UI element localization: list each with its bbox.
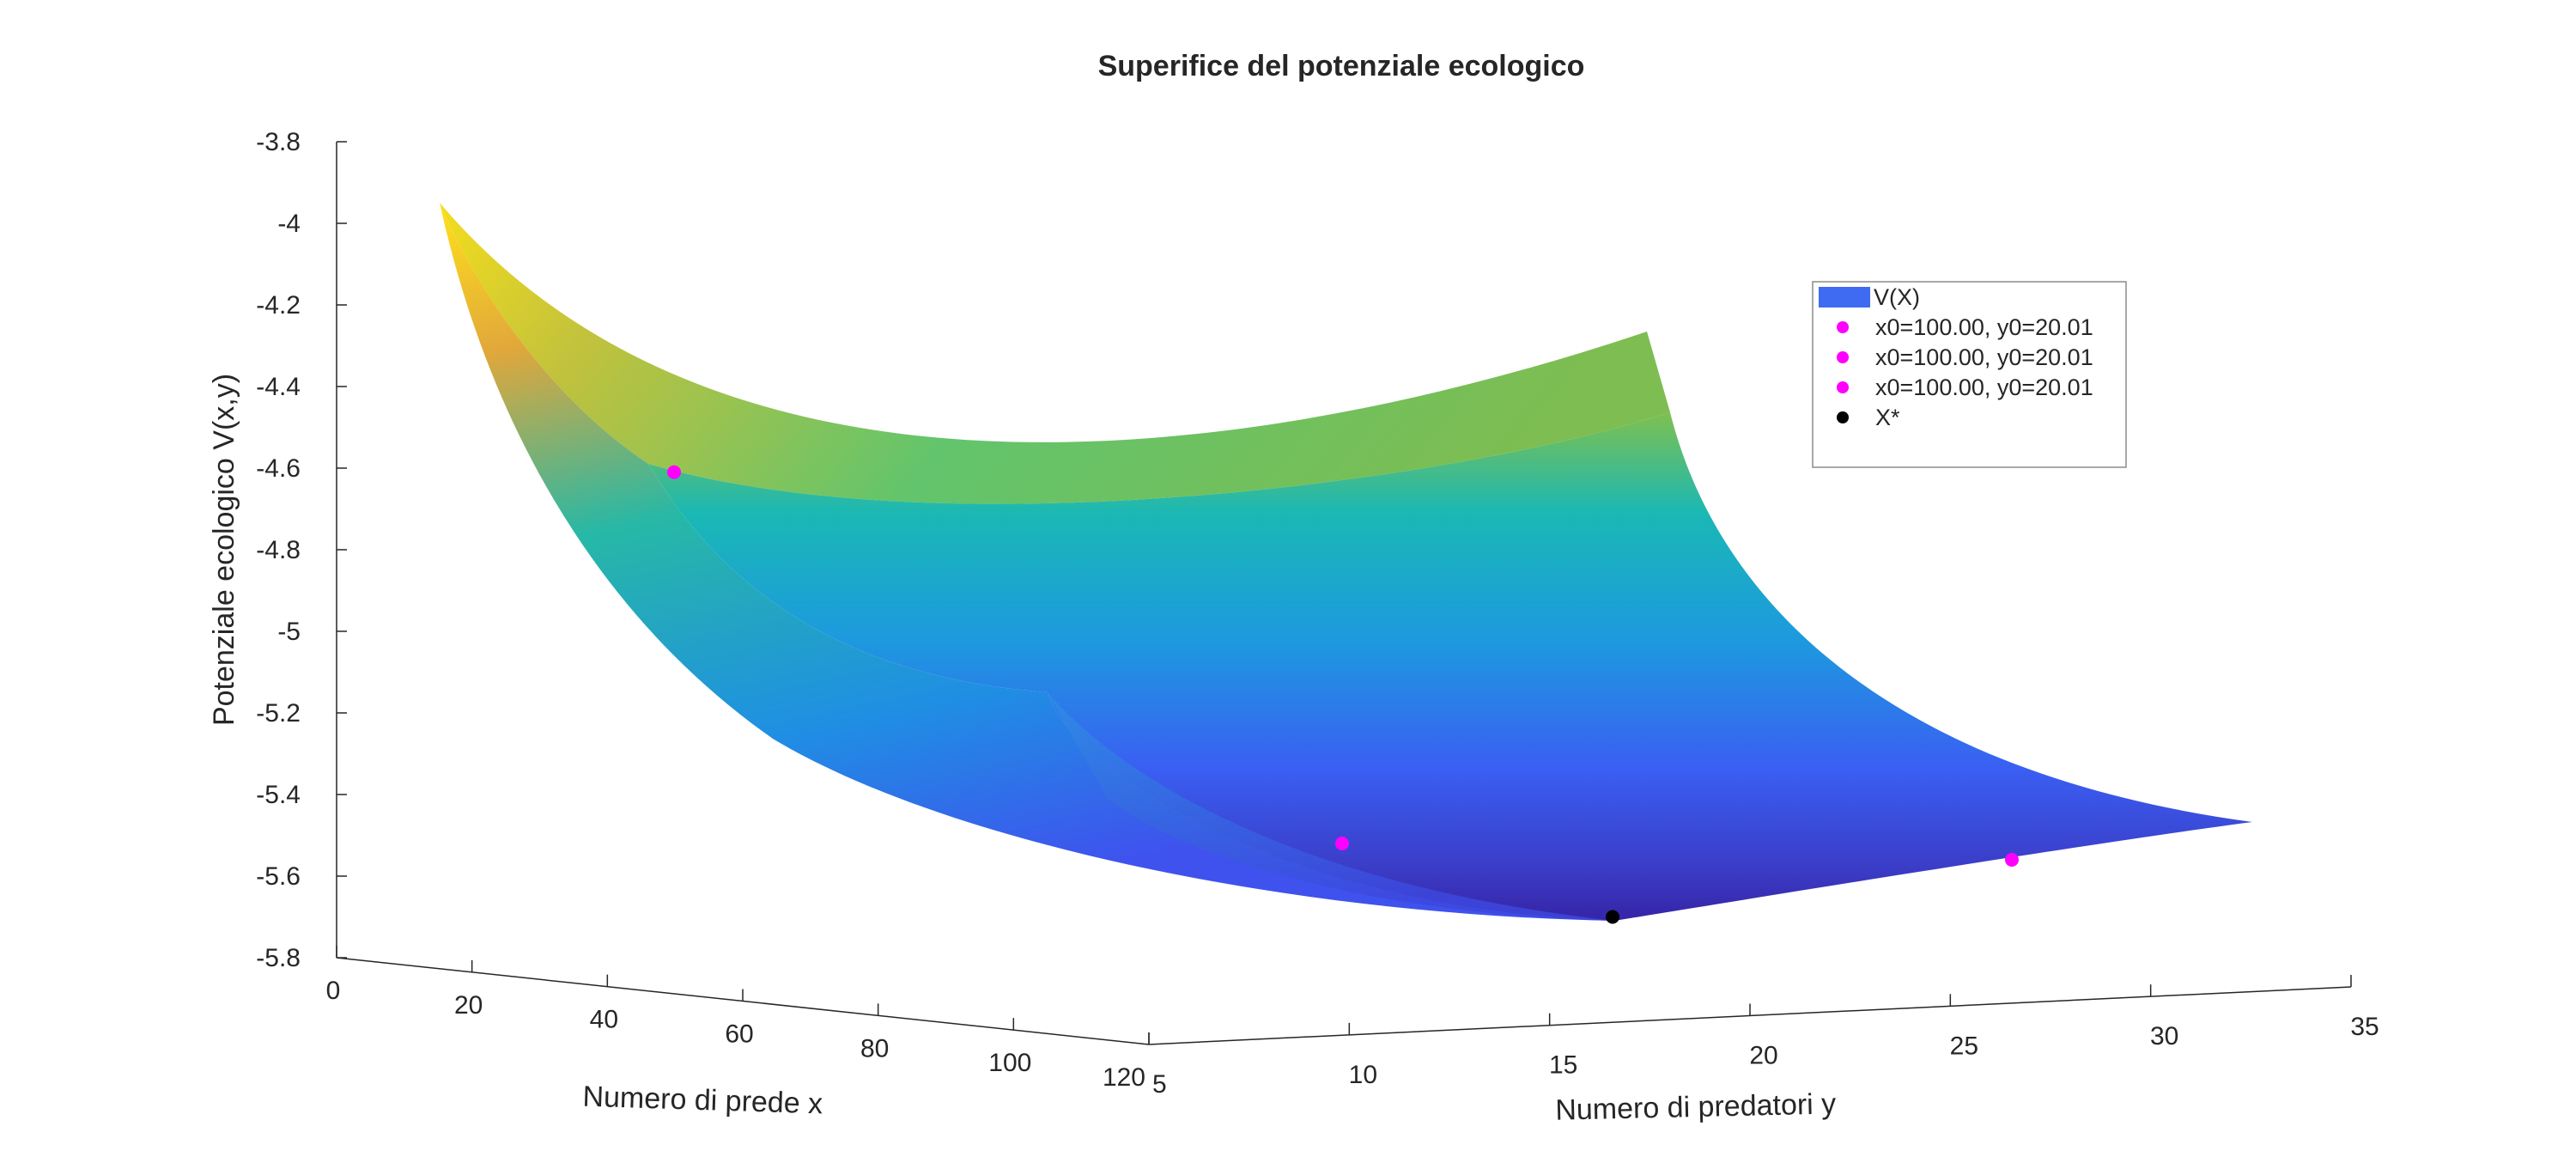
z-tick-label: -4.6 (256, 454, 301, 483)
y-tick-label: 5 (1152, 1070, 1167, 1099)
z-axis-label: Potenziale ecologico V(x,y) (208, 374, 240, 726)
z-tick-label: -4.8 (256, 536, 301, 564)
x-axis-ticks: 0 20 40 60 80 100 120 (326, 946, 1150, 1092)
trajectory-start-point (1335, 837, 1349, 850)
trajectory-start-point (667, 465, 681, 479)
z-axis-ticks: -3.8 -4 -4.2 -4.4 -4.6 -4.8 -5 -5.2 -5.4 -5.6 -5.8 (256, 128, 347, 972)
x-tick-label: 40 (590, 1006, 618, 1034)
z-tick-label: -4 (277, 210, 301, 238)
y-tick-label: 20 (1749, 1042, 1777, 1070)
y-axis-ticks: 5 10 15 20 25 30 35 (1148, 975, 2379, 1099)
x-tick-label: 80 (860, 1034, 889, 1063)
z-tick-label: -4.4 (256, 373, 301, 401)
legend-marker (1837, 321, 1849, 333)
legend-box (1812, 281, 2127, 468)
y-tick-label: 10 (1349, 1061, 1377, 1089)
z-tick-label: -3.8 (256, 128, 301, 156)
potential-surface (440, 203, 2252, 921)
x-tick-label: 20 (454, 991, 483, 1020)
x-tick-label: 60 (725, 1020, 753, 1049)
equilibrium-point (1606, 910, 1619, 924)
surface-front-left-face (440, 203, 1614, 921)
z-tick-label: -5 (277, 618, 301, 646)
legend-marker (1837, 351, 1849, 363)
trajectory-start-point (2005, 853, 2019, 867)
surface-back-face (440, 203, 1670, 504)
legend-entry-label: X* (1875, 405, 1900, 430)
surface-fold (1048, 692, 1614, 921)
legend-entry-label: x0=100.00, y0=20.01 (1875, 374, 2093, 400)
surface-main-face (648, 412, 2252, 921)
legend-marker (1837, 381, 1849, 393)
legend-marker (1837, 411, 1849, 423)
y-tick-label: 15 (1549, 1051, 1577, 1080)
y-tick-label: 30 (2150, 1022, 2178, 1050)
legend-entry-label: x0=100.00, y0=20.01 (1875, 344, 2093, 370)
x-tick-label: 100 (988, 1049, 1031, 1077)
x-tick-label: 120 (1103, 1063, 1145, 1092)
z-tick-label: -5.8 (256, 944, 301, 972)
legend: V(X) x0=100.00, y0=20.01 x0=100.00, y0=20.… (1812, 281, 2127, 468)
legend-entry-label: V(X) (1874, 284, 1920, 310)
z-tick-label: -4.2 (256, 291, 301, 320)
x-axis-label: Numero di prede x (582, 1081, 823, 1121)
x-tick-label: 0 (326, 977, 341, 1005)
z-tick-label: -5.2 (256, 699, 301, 728)
data-points (667, 465, 2019, 924)
chart-title: Superifice del potenziale ecologico (1098, 50, 1585, 82)
legend-surface-swatch (1819, 287, 1870, 307)
legend-entry-label: x0=100.00, y0=20.01 (1875, 314, 2093, 340)
z-tick-label: -5.6 (256, 862, 301, 891)
y-tick-label: 35 (2350, 1013, 2379, 1041)
y-axis-label: Numero di predatori y (1555, 1087, 1837, 1126)
z-tick-label: -5.4 (256, 781, 301, 809)
y-tick-label: 25 (1950, 1032, 1978, 1060)
